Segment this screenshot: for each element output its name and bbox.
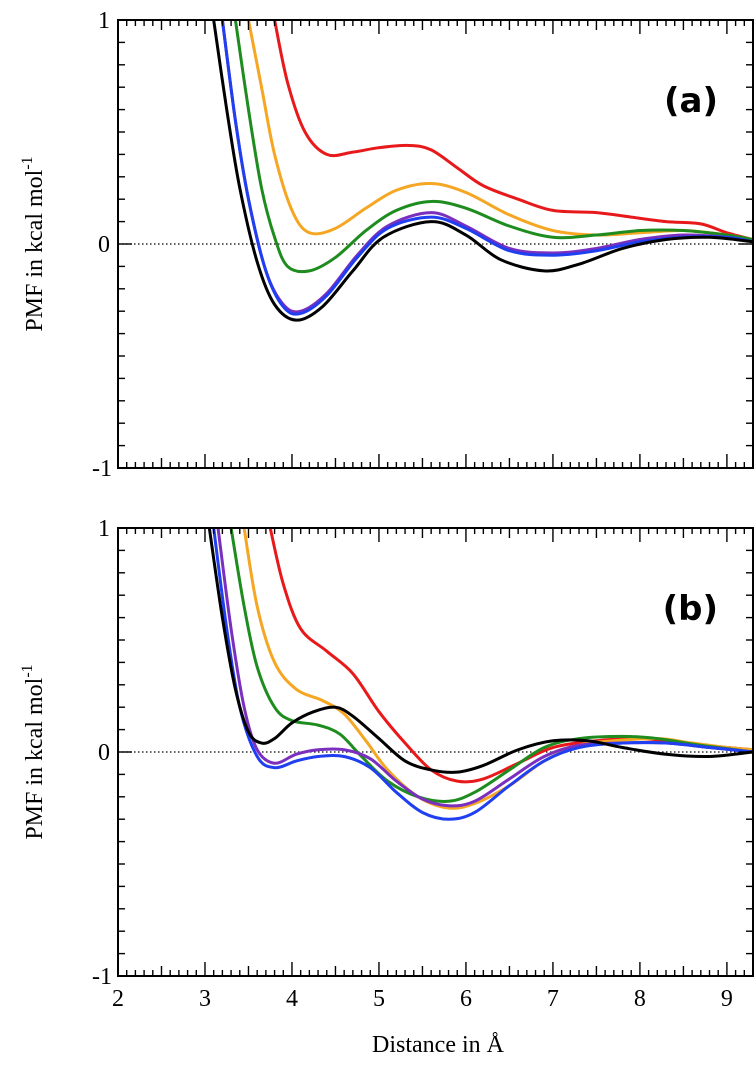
series-group-b bbox=[207, 528, 753, 821]
x-tick-label: 6 bbox=[460, 986, 472, 1012]
y-axis-title: PMF in kcal mol-1 bbox=[19, 156, 48, 331]
series-line bbox=[242, 528, 753, 810]
series-line bbox=[207, 528, 753, 774]
series-line bbox=[212, 528, 753, 821]
x-tick-label: 9 bbox=[721, 986, 733, 1012]
y-axis-title-text: PMF in kcal mol bbox=[22, 677, 48, 839]
y-tick-label-zero: 0 bbox=[98, 232, 110, 258]
y-tick-label-bottom: -1 bbox=[92, 964, 112, 990]
y-tick-label-bottom: -1 bbox=[92, 456, 112, 482]
x-tick-label: 2 bbox=[112, 986, 124, 1012]
x-tick-label: 3 bbox=[199, 986, 211, 1012]
series-line bbox=[273, 20, 753, 242]
y-axis-title-superscript: -1 bbox=[19, 156, 36, 169]
x-tick-label: 4 bbox=[286, 986, 298, 1012]
plot-frame-a bbox=[117, 19, 754, 469]
y-axis-title-superscript: -1 bbox=[19, 664, 36, 677]
series-line bbox=[220, 20, 753, 314]
plot-frame-b bbox=[117, 527, 754, 977]
x-axis-title: Distance in Å bbox=[372, 1032, 505, 1058]
series-line bbox=[212, 20, 753, 322]
series-line bbox=[233, 20, 753, 274]
y-axis-title-text: PMF in kcal mol bbox=[22, 169, 48, 331]
x-tick-label-group: 2 3 4 5 6 7 8 9 bbox=[112, 986, 733, 1012]
y-tick-label-top: 1 bbox=[98, 8, 110, 34]
series-group-a bbox=[212, 20, 753, 322]
panel-label: (a) bbox=[664, 81, 718, 121]
y-tick-label-top: 1 bbox=[98, 516, 110, 542]
y-axis-title: PMF in kcal mol-1 bbox=[19, 664, 48, 839]
panel-a: (a) 1 0 -1 PMF in kcal mol-1 bbox=[19, 8, 754, 482]
y-tick-label-zero: 0 bbox=[98, 740, 110, 766]
x-tick-label: 5 bbox=[373, 986, 385, 1012]
x-tick-label: 8 bbox=[634, 986, 646, 1012]
panel-label: (b) bbox=[663, 589, 718, 629]
series-line bbox=[246, 20, 753, 242]
series-line bbox=[220, 20, 753, 316]
x-tick-label: 7 bbox=[547, 986, 559, 1012]
